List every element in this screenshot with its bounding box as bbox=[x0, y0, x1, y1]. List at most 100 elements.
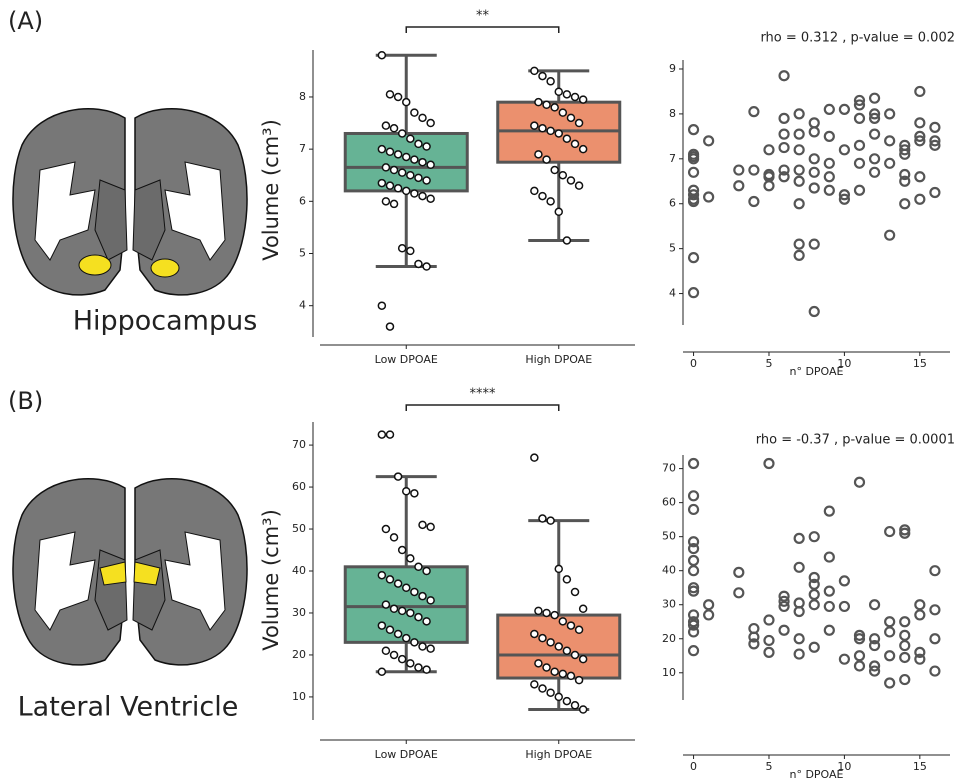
data-point bbox=[687, 536, 700, 548]
data-point bbox=[402, 186, 411, 196]
data-point bbox=[868, 599, 881, 611]
data-point bbox=[410, 155, 419, 164]
data-point bbox=[385, 322, 395, 331]
data-point bbox=[793, 561, 805, 573]
data-point bbox=[402, 583, 411, 593]
data-point bbox=[546, 638, 555, 647]
data-point bbox=[385, 181, 395, 190]
data-point bbox=[687, 609, 700, 621]
data-point bbox=[687, 619, 700, 631]
data-point bbox=[793, 249, 805, 261]
data-point bbox=[914, 609, 926, 621]
data-point bbox=[538, 633, 547, 643]
significance-bracket bbox=[405, 404, 560, 411]
data-point bbox=[381, 600, 391, 609]
data-point bbox=[823, 130, 835, 142]
data-point bbox=[377, 301, 387, 310]
data-point bbox=[914, 171, 926, 183]
data-point bbox=[808, 182, 820, 194]
data-point bbox=[853, 112, 866, 124]
data-point bbox=[538, 71, 547, 81]
data-point bbox=[538, 124, 547, 133]
data-point bbox=[381, 197, 391, 206]
y-tick-label: 8 bbox=[299, 90, 306, 103]
y-tick-label: 4 bbox=[299, 299, 306, 312]
data-point bbox=[899, 616, 911, 628]
x-tick-label: Low DPOAE bbox=[375, 353, 438, 366]
data-point bbox=[868, 633, 881, 645]
y-tick-label: 40 bbox=[662, 564, 676, 577]
data-point bbox=[733, 164, 745, 176]
y-tick-label: 60 bbox=[292, 480, 306, 493]
highlight bbox=[99, 561, 127, 586]
data-point bbox=[687, 252, 700, 264]
y-tick-label: 70 bbox=[292, 438, 306, 451]
data-point bbox=[778, 600, 790, 613]
data-point bbox=[414, 139, 423, 149]
chart-title: rho = -0.37 , p-value = 0.0001 bbox=[756, 433, 955, 448]
data-point bbox=[570, 650, 580, 660]
region-label: Lateral Ventricle bbox=[18, 692, 239, 723]
data-point bbox=[558, 170, 568, 180]
data-point bbox=[868, 108, 881, 120]
data-point bbox=[838, 600, 851, 613]
y-tick-label: 50 bbox=[662, 530, 676, 543]
data-point bbox=[868, 660, 881, 672]
data-point bbox=[853, 139, 866, 151]
data-point bbox=[914, 130, 926, 142]
data-point bbox=[778, 595, 790, 607]
data-point bbox=[793, 144, 805, 156]
y-tick-label: 20 bbox=[292, 648, 306, 661]
y-tick-label: 60 bbox=[662, 496, 676, 509]
y-tick-label: 6 bbox=[299, 194, 306, 207]
data-point bbox=[389, 165, 399, 175]
data-point bbox=[402, 487, 411, 496]
data-point bbox=[558, 617, 568, 626]
brain-illustration bbox=[12, 478, 248, 666]
y-tick-label: 7 bbox=[299, 142, 306, 155]
data-point bbox=[823, 171, 835, 183]
data-point bbox=[406, 134, 415, 143]
data-point bbox=[778, 624, 790, 636]
data-point bbox=[793, 108, 805, 120]
data-point bbox=[566, 176, 576, 185]
data-point bbox=[838, 144, 851, 156]
data-point bbox=[574, 181, 584, 190]
data-point bbox=[393, 150, 403, 159]
data-point bbox=[534, 659, 543, 668]
data-point bbox=[422, 617, 431, 626]
data-point bbox=[542, 100, 551, 110]
data-point bbox=[418, 520, 427, 530]
data-point bbox=[534, 150, 543, 159]
significance-label: ** bbox=[476, 9, 490, 24]
data-point bbox=[793, 198, 805, 210]
data-point bbox=[426, 160, 435, 170]
data-point bbox=[558, 669, 568, 679]
data-point bbox=[899, 527, 911, 539]
chart-title: rho = 0.312 , p-value = 0.002 bbox=[760, 31, 955, 46]
y-tick-label: 9 bbox=[669, 62, 676, 75]
data-point bbox=[884, 525, 896, 538]
data-point bbox=[838, 193, 851, 205]
data-point bbox=[385, 430, 395, 439]
data-point bbox=[377, 667, 387, 676]
data-point bbox=[554, 692, 563, 702]
data-point bbox=[733, 566, 745, 578]
data-point bbox=[778, 164, 790, 176]
data-point bbox=[687, 645, 700, 657]
data-point bbox=[377, 144, 387, 154]
highlight bbox=[133, 561, 161, 586]
data-point bbox=[763, 614, 775, 626]
data-point bbox=[884, 677, 896, 689]
data-point bbox=[550, 610, 559, 620]
data-point bbox=[929, 565, 941, 577]
data-point bbox=[823, 551, 835, 563]
data-point bbox=[778, 112, 790, 124]
data-point bbox=[808, 305, 820, 318]
data-point bbox=[687, 503, 700, 516]
data-point bbox=[574, 118, 584, 128]
data-point bbox=[703, 135, 715, 147]
data-point bbox=[929, 135, 941, 147]
data-point bbox=[899, 198, 911, 210]
data-point bbox=[422, 142, 431, 151]
